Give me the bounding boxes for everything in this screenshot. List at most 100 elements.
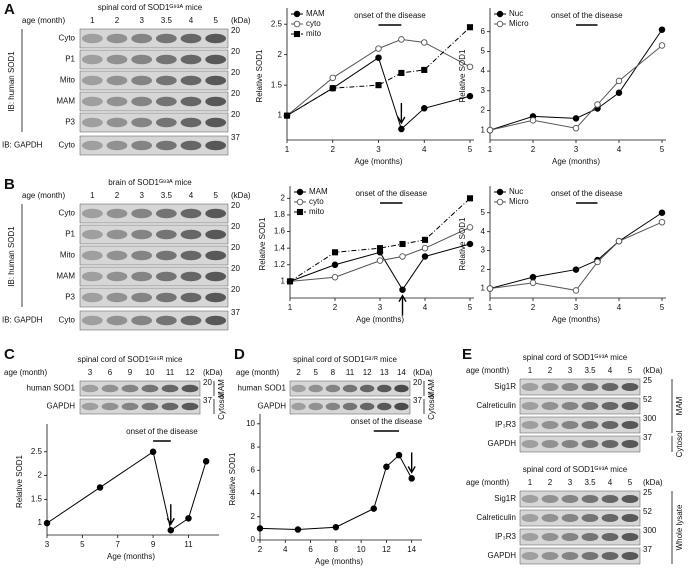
marker xyxy=(466,24,474,31)
y-tick-label: 2.5 xyxy=(271,19,283,28)
kda-unit: (kDa) xyxy=(231,191,251,200)
band xyxy=(521,383,539,391)
lane-label: 10 xyxy=(146,368,155,377)
blot-title: spinal cord of SOD1ᴳ⁹³ᴬ mice xyxy=(98,3,203,12)
x-tick-label: 3 xyxy=(45,540,50,549)
band xyxy=(81,54,103,65)
band xyxy=(155,54,177,65)
y-axis-label: Relative SOD1 xyxy=(15,455,24,508)
band xyxy=(601,440,619,448)
lane-label: 5 xyxy=(213,16,218,25)
marker xyxy=(331,261,339,269)
lane-label: 4 xyxy=(189,191,194,200)
lane-label: 3.5 xyxy=(584,366,596,375)
lane-label: 3 xyxy=(88,368,93,377)
band xyxy=(541,440,559,448)
row-name: Calreticulin xyxy=(476,401,516,410)
band xyxy=(131,140,153,151)
kda-unit: (kDa) xyxy=(231,16,251,25)
y-tick-label: 2 xyxy=(481,106,486,115)
kda: 25 xyxy=(643,488,652,497)
band xyxy=(161,384,179,393)
band xyxy=(377,384,392,393)
marker xyxy=(572,115,580,122)
marker xyxy=(286,278,294,285)
row-name: GAPDH xyxy=(488,551,517,560)
marker xyxy=(293,10,301,18)
y-tick-label: 8 xyxy=(251,442,256,451)
y-tick-label: 4 xyxy=(251,489,256,498)
lane-label: 2 xyxy=(296,368,301,377)
y-tick-label: 2.5 xyxy=(31,447,43,456)
band xyxy=(325,402,341,411)
annotation: onset of the disease xyxy=(354,11,426,20)
lane-label: 3 xyxy=(568,366,573,375)
kda: 20 xyxy=(203,378,212,387)
x-tick-label: 2 xyxy=(333,303,338,312)
x-tick-label: 5 xyxy=(80,540,85,549)
y-tick-label: 3 xyxy=(481,86,486,95)
x-tick-label: 5 xyxy=(660,303,665,312)
x-tick-label: 4 xyxy=(422,145,427,154)
group-label: IB: GAPDH xyxy=(2,316,43,325)
row-name: GAPDH xyxy=(488,439,517,448)
band xyxy=(161,402,179,411)
y-tick-label: 4 xyxy=(481,66,486,75)
x-axis-label: Age (months) xyxy=(552,315,600,324)
band xyxy=(601,495,619,503)
arrow-head xyxy=(166,517,175,526)
side-label: MAM xyxy=(675,396,684,415)
x-tick-label: 12 xyxy=(382,545,391,554)
x-tick-label: 4 xyxy=(283,545,288,554)
y-tick-label: 5 xyxy=(481,46,486,55)
band xyxy=(155,292,177,303)
group-label: IB: human SOD1 xyxy=(7,226,16,287)
series-line xyxy=(489,45,663,131)
marker xyxy=(370,505,378,512)
kda: 20 xyxy=(231,47,240,56)
kda-unit: (kDa) xyxy=(643,478,663,487)
marker xyxy=(658,218,666,226)
marker xyxy=(383,463,390,471)
band xyxy=(205,33,227,44)
kda: 20 xyxy=(231,26,240,35)
marker xyxy=(375,54,382,61)
marker xyxy=(399,253,406,260)
band xyxy=(601,383,619,391)
marker xyxy=(658,26,666,33)
kda: 52 xyxy=(643,507,652,516)
band xyxy=(81,117,103,128)
lane-label: 3.5 xyxy=(161,191,173,200)
lane-label: 1 xyxy=(528,478,533,487)
band xyxy=(180,271,202,282)
kda: 37 xyxy=(231,133,240,142)
band xyxy=(131,54,153,65)
lane-label: 12 xyxy=(186,368,195,377)
lane-label: 5 xyxy=(213,191,218,200)
lane-label: 1 xyxy=(90,16,95,25)
band xyxy=(155,33,177,44)
x-tick-label: 1 xyxy=(285,145,290,154)
marker xyxy=(375,82,382,89)
band xyxy=(81,271,103,282)
band xyxy=(81,315,103,326)
band xyxy=(180,54,202,65)
series-line xyxy=(289,197,471,282)
age-label: age (month) xyxy=(4,368,47,377)
band xyxy=(621,383,639,391)
y-tick-label: 10 xyxy=(246,419,255,428)
lane-label: 3.5 xyxy=(161,16,173,25)
band xyxy=(181,402,199,411)
band xyxy=(205,229,227,240)
arrow-head xyxy=(407,466,416,474)
band xyxy=(601,514,619,522)
lane-label: 2 xyxy=(115,191,120,200)
lane-label: 4 xyxy=(608,478,613,487)
lane-label: 2 xyxy=(548,366,553,375)
band xyxy=(621,552,639,560)
legend-label: mito xyxy=(309,207,325,216)
band xyxy=(81,208,103,219)
band xyxy=(131,117,153,128)
marker xyxy=(296,198,304,206)
x-tick-label: 3 xyxy=(376,145,381,154)
